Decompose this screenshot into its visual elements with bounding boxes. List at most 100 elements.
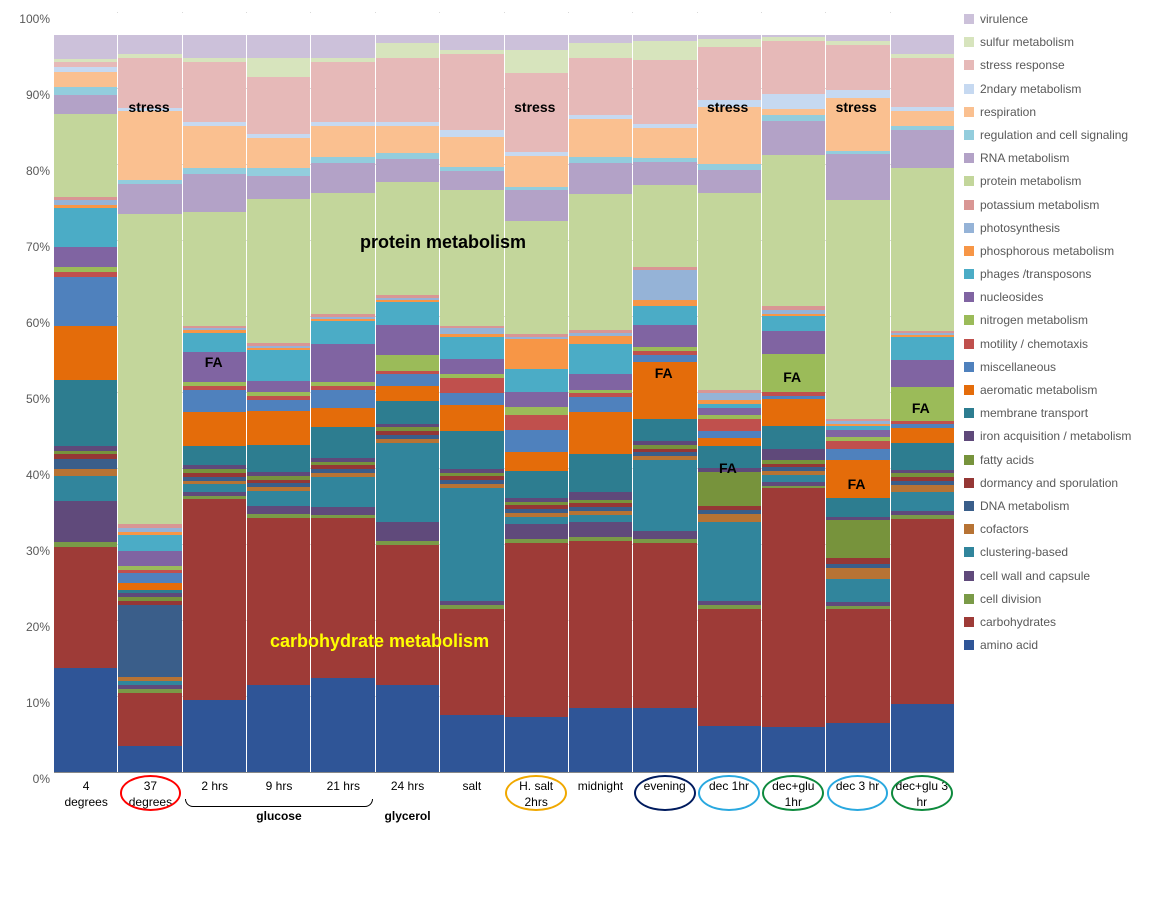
legend-label: phosphorous metabolism <box>980 244 1114 258</box>
seg-secondary <box>440 130 503 138</box>
x-axis: 4degrees37degrees2 hrs9 hrs21 hrs24 hrss… <box>54 777 954 877</box>
column-salt <box>440 12 503 772</box>
legend-item-virulence: virulence <box>964 12 1164 26</box>
seg-stress_resp <box>247 77 310 134</box>
seg-stress_resp <box>891 58 954 107</box>
seg-carbohydrates <box>183 499 246 699</box>
seg-carbohydrates <box>247 518 310 686</box>
seg-amino_acid <box>183 700 246 772</box>
legend-swatch <box>964 37 974 47</box>
legend-item-protein_met: protein metabolism <box>964 174 1164 188</box>
seg-membrane <box>376 401 439 424</box>
seg-rna_met <box>569 163 632 193</box>
seg-carbohydrates <box>891 519 954 704</box>
legend-item-nitrogen: nitrogen metabolism <box>964 313 1164 327</box>
seg-rna_met <box>762 121 825 155</box>
gap <box>762 12 825 35</box>
seg-aeromatic <box>247 411 310 445</box>
legend-item-motility: motility / chemotaxis <box>964 337 1164 351</box>
seg-virulence <box>183 35 246 58</box>
gap <box>569 12 632 35</box>
seg-protein_met <box>505 221 568 335</box>
seg-carbohydrates <box>762 488 825 726</box>
seg-amino_acid <box>762 727 825 772</box>
seg-cell_wall <box>311 507 374 515</box>
legend-label: potassium metabolism <box>980 198 1099 212</box>
seg-dna_met <box>118 605 181 678</box>
seg-misc <box>633 355 696 363</box>
seg-respiration <box>698 107 761 164</box>
seg-respiration <box>569 119 632 157</box>
seg-clustering <box>762 475 825 483</box>
seg-protein_met <box>183 212 246 326</box>
seg-amino_acid <box>247 685 310 772</box>
legend-item-secondary: 2ndary metabolism <box>964 82 1164 96</box>
legend-item-amino_acid: amino acid <box>964 638 1164 652</box>
seg-misc <box>54 277 117 326</box>
seg-phages <box>311 321 374 344</box>
column-midnight <box>569 12 632 772</box>
legend-item-cell_wall: cell wall and capsule <box>964 569 1164 583</box>
column-hsalt <box>505 12 568 772</box>
legend-swatch <box>964 84 974 94</box>
seg-rna_met <box>891 130 954 168</box>
seg-cell_wall <box>633 531 696 539</box>
stacked-columns <box>54 12 954 772</box>
seg-membrane <box>183 446 246 465</box>
seg-virulence <box>247 35 310 58</box>
seg-misc <box>505 430 568 453</box>
seg-rna_met <box>826 154 889 199</box>
seg-carbohydrates <box>440 609 503 715</box>
y-tick-label: 90% <box>26 88 50 102</box>
seg-respiration <box>826 98 889 151</box>
seg-regulation <box>247 168 310 176</box>
x-label-c4deg: 4degrees <box>54 779 118 810</box>
y-tick-label: 70% <box>26 240 50 254</box>
seg-rna_met <box>698 170 761 193</box>
seg-secondary <box>698 100 761 108</box>
column-decglu1 <box>762 12 825 772</box>
column-c24h <box>376 12 439 772</box>
seg-nucleosides <box>633 325 696 348</box>
legend-item-iron: iron acquisition / metabolism <box>964 429 1164 443</box>
legend-swatch <box>964 153 974 163</box>
legend-label: phages /transposons <box>980 267 1091 281</box>
seg-membrane <box>762 426 825 449</box>
seg-clustering <box>311 477 374 507</box>
seg-membrane <box>569 454 632 492</box>
seg-nucleosides <box>183 352 246 382</box>
x-label-c21h: 21 hrs <box>311 779 375 795</box>
seg-amino_acid <box>826 723 889 772</box>
seg-protein_met <box>247 199 310 344</box>
legend-swatch <box>964 200 974 210</box>
legend-label: virulence <box>980 12 1028 26</box>
seg-cell_wall <box>54 501 117 542</box>
legend-label: respiration <box>980 105 1036 119</box>
seg-fatty_acids <box>826 520 889 558</box>
legend-item-clustering: clustering-based <box>964 545 1164 559</box>
x-axis-line <box>54 772 954 773</box>
legend-item-membrane: membrane transport <box>964 406 1164 420</box>
seg-rna_met <box>118 184 181 215</box>
gap <box>826 12 889 35</box>
legend-item-rna_met: RNA metabolism <box>964 151 1164 165</box>
seg-stress_resp <box>826 45 889 90</box>
y-tick-label: 40% <box>26 468 50 482</box>
seg-stress_resp <box>505 73 568 153</box>
seg-protein_met <box>762 155 825 306</box>
seg-membrane <box>633 419 696 442</box>
seg-cell_wall <box>376 522 439 541</box>
seg-stress_resp <box>311 62 374 123</box>
legend-item-phosphorous: phosphorous metabolism <box>964 244 1164 258</box>
legend-item-carbohydrates: carbohydrates <box>964 615 1164 629</box>
seg-rna_met <box>505 190 568 220</box>
seg-nitrogen <box>376 355 439 370</box>
legend-item-cofactors: cofactors <box>964 522 1164 536</box>
seg-virulence <box>569 35 632 43</box>
legend-label: carbohydrates <box>980 615 1056 629</box>
seg-photosynthesis <box>698 393 761 401</box>
seg-respiration <box>183 126 246 168</box>
seg-misc <box>183 390 246 413</box>
seg-clustering <box>826 579 889 602</box>
seg-carbohydrates <box>826 609 889 722</box>
